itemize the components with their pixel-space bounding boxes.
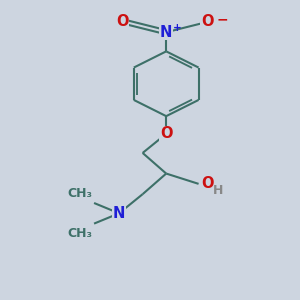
Text: +: + xyxy=(173,23,182,33)
Text: N: N xyxy=(113,206,125,221)
Text: H: H xyxy=(212,184,223,197)
Text: N: N xyxy=(160,25,172,40)
Text: O: O xyxy=(160,126,172,141)
Text: −: − xyxy=(216,12,228,26)
Text: O: O xyxy=(116,14,128,29)
Text: O: O xyxy=(201,14,214,29)
Text: CH₃: CH₃ xyxy=(68,187,93,200)
Text: O: O xyxy=(202,176,214,191)
Text: CH₃: CH₃ xyxy=(68,226,93,240)
